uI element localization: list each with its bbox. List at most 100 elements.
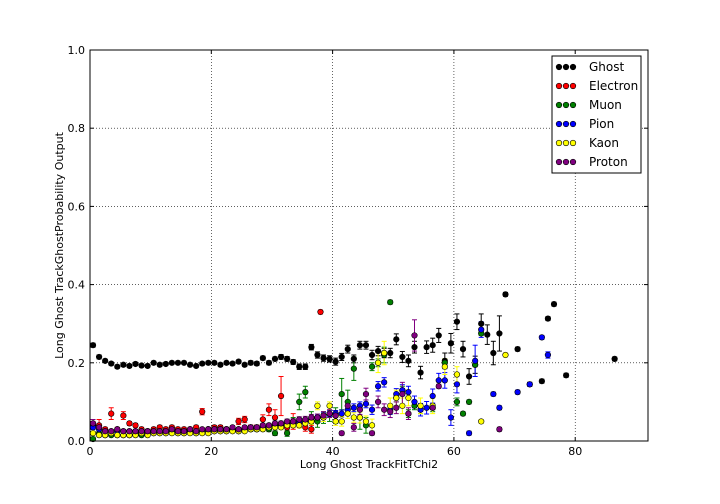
pion-point [411,398,418,406]
kaon-point [344,410,351,417]
ghost-point [350,355,357,362]
legend-label-pion: Pion [589,117,614,131]
y-tick-label: 0.0 [68,435,86,448]
ghost-point [302,363,309,370]
ghost-point [247,359,254,366]
proton-point [344,402,351,409]
ghost-point [465,373,473,380]
proton-point [308,414,315,421]
proton-point [271,420,279,427]
pion-point [478,326,485,333]
proton-point [320,412,327,419]
proton-point [223,426,230,433]
ghost-point [374,347,382,355]
electron-point [317,308,324,316]
ghost-point [387,349,394,357]
ghost-point [484,331,491,338]
ghost-point [199,360,206,367]
ghost-point [314,351,321,359]
proton-point [89,420,97,427]
x-tick-labels: 0 20 40 60 80 [87,445,583,458]
proton-point [429,404,436,411]
proton-point [387,408,394,415]
proton-point [144,428,151,435]
ghost-point [108,360,115,367]
muon-point [296,398,303,406]
kaon-point [296,422,303,429]
electron-point [126,420,133,427]
electron-point [259,416,266,423]
proton-point [229,424,236,431]
legend-label-kaon: Kaon [589,136,619,150]
kaon-point [387,402,394,409]
pion-point [465,430,473,437]
electron-point [308,426,315,433]
kaon-point [362,418,370,425]
ghost-point [326,355,333,362]
legend-label-ghost: Ghost [589,60,624,74]
ghost-point [150,359,157,366]
legend-marker-ghost [569,63,577,71]
legend-marker-muon [562,101,570,109]
proton-point [180,428,188,435]
proton-point [405,410,412,417]
proton-point [138,428,145,435]
muon-point [271,430,279,437]
electron-point [271,414,279,421]
proton-point [193,428,200,435]
kaon-point [332,418,339,425]
legend-marker-pion [569,120,577,128]
ghost-point [95,353,103,361]
muon-point [465,398,473,406]
ghost-point [126,362,133,370]
legend-marker-ghost [562,63,570,71]
x-tick-label: 40 [326,445,340,458]
ghost-point [132,360,139,368]
proton-point [338,430,345,437]
pion-point [538,334,545,341]
kaon-point [314,402,321,409]
proton-point [132,428,139,435]
legend-marker-muon [569,101,577,109]
proton-point [326,410,333,417]
proton-point [241,424,248,431]
ghost-point [320,355,327,362]
ghost-point [544,315,552,322]
legend-marker-ghost [555,63,563,71]
ghost-point [205,359,212,366]
ghost-point [399,353,406,361]
ghost-point [332,358,339,365]
x-tick-label: 0 [87,445,94,458]
ghost-point [478,320,485,327]
muon-point [368,363,376,370]
proton-point [332,412,339,419]
legend-marker-electron [562,82,570,90]
pion-point [368,406,376,413]
proton-point [174,428,182,435]
kaon-point [95,432,103,439]
proton-point [253,424,260,431]
muon-point [453,398,461,406]
data-points [89,291,618,443]
ghost-point [235,358,242,365]
y-axis-label: Long Ghost TrackGhostProbability Output [53,131,66,358]
kaon-point [368,422,376,429]
muon-point [338,390,345,398]
kaon-point [399,402,406,409]
proton-point [302,416,309,423]
ghost-point [411,344,418,351]
kaon-point [326,402,333,409]
proton-point [114,426,121,433]
pion-point [514,389,521,396]
ghost-point [211,359,218,366]
electron-point [132,422,139,429]
kaon-point [381,349,388,357]
legend-marker-kaon [555,139,563,147]
proton-point [102,428,109,435]
pion-point [350,404,357,411]
ghost-point [265,359,273,366]
ghost-point [114,363,121,370]
ghost-point [193,362,200,370]
legend-marker-kaon [569,139,577,147]
